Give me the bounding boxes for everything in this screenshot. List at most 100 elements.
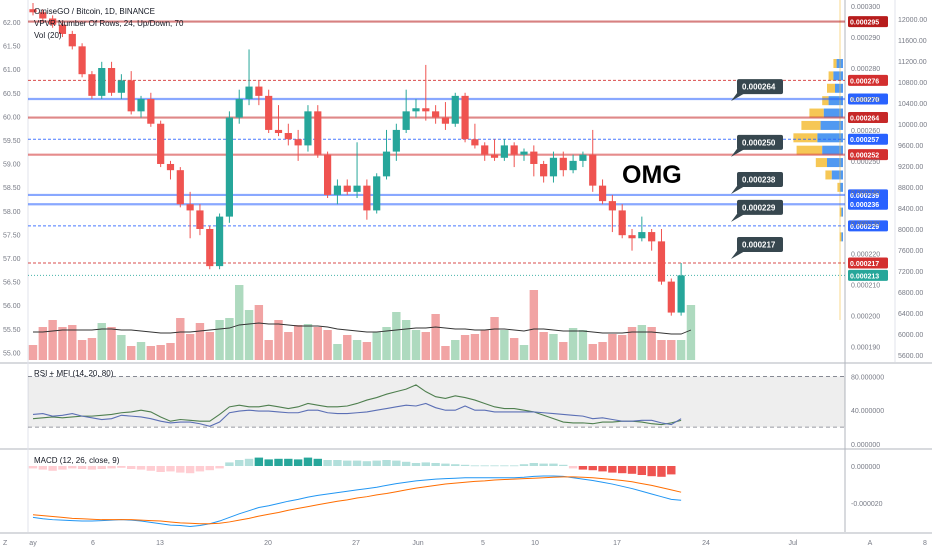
price-tick-far-right: 5600.00 [898,353,923,360]
volume-bar [686,305,696,360]
volume-bar [127,346,136,360]
price-tick-right: 0.000300 [851,4,880,11]
candle-body [68,33,76,47]
price-tick-left: 56.50 [3,280,21,287]
volume-bar [284,332,293,360]
price-tick-right: 0.000220 [851,252,880,259]
price-tick-far-right: 10000.00 [898,122,927,129]
price-tick-left: 58.00 [3,209,21,216]
candle-body [215,216,224,267]
volume-bar [156,345,165,360]
volume-bar [441,346,450,360]
macd-histogram-bar [77,466,87,469]
volume-bar [500,330,509,360]
volume-bar [401,320,411,360]
rsi-label: RSI + MFI (14, 20, 80) [34,369,114,378]
x-tick: 20 [264,540,272,547]
price-tick-left: 61.50 [3,44,21,51]
macd-histogram-bar [107,466,116,469]
level-tag-text: 0.000264 [850,116,879,123]
candle-body [598,185,607,202]
volume-bar [490,317,499,360]
callout-text: 0.000264 [742,83,776,92]
price-tick-far-right: 9600.00 [898,143,923,150]
vpvr-bar-down [801,120,821,130]
volume-bar [618,335,627,360]
candle-body [648,232,656,242]
candle-body [392,129,400,152]
x-tick: ay [29,540,37,547]
volume-bar [480,330,489,360]
macd-histogram-bar [401,461,411,466]
vpvr-bar-up [831,170,843,180]
price-tick-right: 0.000280 [851,66,880,73]
candle-body [608,201,616,211]
candle-body [58,24,67,34]
macd-histogram-bar [529,463,539,466]
volume-bar [107,327,116,360]
level-tag [848,189,888,201]
level-tag [848,269,888,281]
macd-histogram-bar [627,466,637,474]
level-tag-text: 0.000276 [850,78,879,85]
volume-bar [352,340,362,360]
candle-body [78,46,86,75]
candle-body [441,117,450,124]
candle-body [304,111,312,146]
candle-body [343,185,351,192]
candle-body [657,241,666,282]
vpvr-bar-down [822,96,829,106]
candle-body [490,154,499,158]
price-tick-right: 0.000200 [851,314,880,321]
price-tick-far-right: 11600.00 [898,38,927,45]
vpvr-bar-down [837,182,840,192]
price-tick-right: 0.000290 [851,35,880,42]
macd-histogram-bar [382,460,391,466]
volume-bar [509,338,519,360]
level-tag-text: 0.000270 [850,97,879,104]
macd-histogram-bar [578,466,588,470]
volume-bar [176,318,185,360]
vpvr-bar-up [839,182,843,192]
macd-histogram-bar [117,466,126,468]
rsi-tick: 0.000000 [851,442,880,449]
price-tick-left: 59.50 [3,138,21,145]
candle-body [481,145,489,155]
macd-tick: 0.000000 [851,464,880,471]
volume-bar [333,344,342,360]
macd-histogram-bar [372,460,381,466]
macd-histogram-bar [598,466,607,472]
candle-body [382,151,391,177]
macd-histogram-bar [431,463,440,466]
price-tick-left: 58.50 [3,185,21,192]
candle-body [29,9,37,13]
vpvr-bar-up [827,158,843,168]
volume-bar [87,338,97,360]
level-tag [848,16,888,28]
signal-line [32,476,682,525]
vpvr-bar-down [839,207,842,217]
macd-histogram-bar [657,466,666,477]
vpvr-bar-up [841,232,843,242]
macd-histogram-bar [68,466,77,469]
price-tick-left: 60.00 [3,114,21,121]
vpvr-bar-down [815,158,827,168]
macd-histogram-bar [156,466,165,472]
macd-histogram-bar [235,460,244,466]
vpvr-bar-up [828,96,843,106]
candle-body [98,68,106,96]
candle-body [520,151,528,155]
macd-histogram-bar [225,462,234,466]
volume-bar [460,335,470,360]
vpvr-bar-up [823,108,843,118]
macd-histogram-bar [559,464,568,466]
volume-bar [470,334,480,360]
callout-box [737,79,783,95]
macd-histogram-bar [303,457,313,466]
macd-histogram-bar [667,466,676,475]
macd-histogram-bar [215,466,224,469]
volume-bar [372,332,381,360]
watermark-omg: OMG [622,161,682,189]
level-tag-text: 0.000229 [850,224,879,231]
